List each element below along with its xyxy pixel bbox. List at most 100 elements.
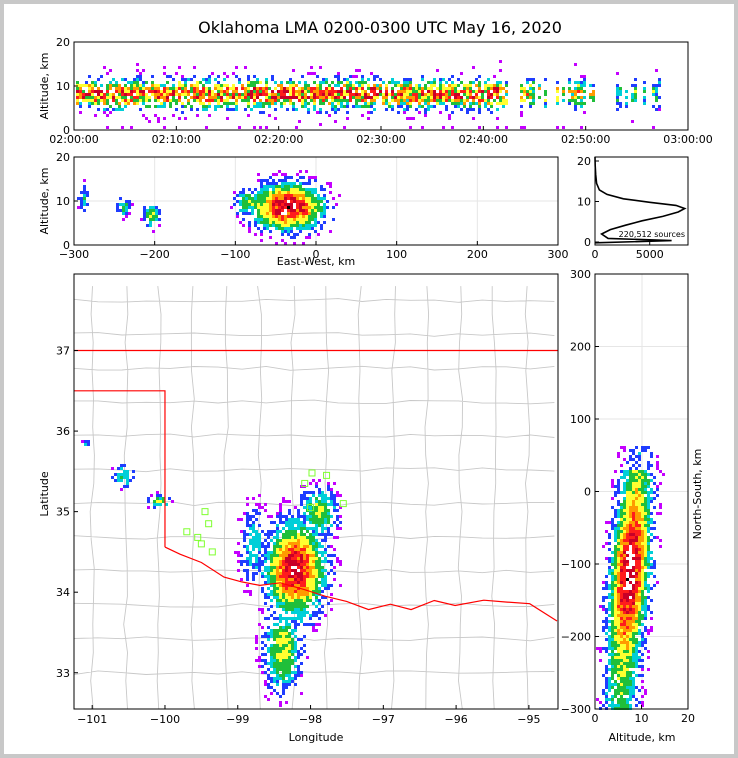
ns-height-panel: 0 10 20 −300 −200 −100 0 100 200 300 Altitude, km… bbox=[561, 268, 704, 744]
plan-view-density bbox=[81, 440, 342, 707]
ns-height-xlabel: Altitude, km bbox=[608, 731, 675, 744]
plan-view-density-level-4 bbox=[156, 500, 324, 662]
time-height-xtick-label: 02:10:00 bbox=[152, 133, 201, 146]
lma-station-8 bbox=[183, 528, 191, 536]
ns-height-density-level-9 bbox=[626, 578, 629, 581]
ns-height-ytick-label: −100 bbox=[561, 558, 591, 571]
red-river-border bbox=[164, 546, 558, 622]
time-height-density-level-1 bbox=[76, 81, 655, 105]
time-height-xtick-label: 03:00:00 bbox=[663, 133, 712, 146]
lma-station-4 bbox=[201, 508, 209, 516]
network-stations bbox=[183, 469, 347, 556]
altitude-histogram-panel: 0 5000 0 10 20 220,512 sources bbox=[577, 155, 689, 261]
state-border bbox=[74, 349, 558, 548]
time-height-ytick-label: 0 bbox=[63, 124, 70, 137]
plan-view-xtick-label: −101 bbox=[77, 713, 107, 726]
plan-view-density-level-5 bbox=[276, 539, 315, 599]
plan-view-xtick-label: −99 bbox=[226, 713, 249, 726]
histogram-ytick-label: 0 bbox=[584, 236, 591, 249]
time-height-density-level-4 bbox=[76, 84, 595, 105]
plan-view-plot-area bbox=[74, 274, 558, 709]
plan-view-xtick-label: −95 bbox=[517, 713, 540, 726]
plan-view-ytick-label: 35 bbox=[56, 506, 70, 519]
time-height-ytick-label: 20 bbox=[56, 36, 70, 49]
ns-height-ylabel: North-South, km bbox=[691, 449, 704, 540]
ns-height-ytick-label: 300 bbox=[570, 268, 591, 281]
plan-view-density-level-3 bbox=[120, 476, 330, 680]
time-height-density-level-6 bbox=[79, 75, 661, 114]
histogram-xtick-label: 5000 bbox=[636, 248, 664, 261]
plan-view-ytick-label: 34 bbox=[56, 586, 70, 599]
ew-height-density-level-2 bbox=[83, 182, 326, 233]
ew-height-density-level-6 bbox=[272, 194, 308, 221]
ns-height-density-level-5 bbox=[617, 488, 644, 650]
ew-height-xtick-label: 0 bbox=[313, 248, 320, 261]
histogram-line bbox=[594, 156, 687, 244]
time-height-panel: 02:00:00 02:10:00 02:20:00 02:30:00 02:40:00… bbox=[38, 36, 713, 146]
lma-station-2 bbox=[301, 479, 309, 487]
lma-station-6 bbox=[197, 540, 205, 548]
lma-station-3 bbox=[339, 500, 347, 508]
ns-height-density-level-2 bbox=[605, 452, 653, 710]
time-height-ytick-label: 10 bbox=[56, 80, 70, 93]
ew-height-xtick-label: −100 bbox=[220, 248, 250, 261]
figure-canvas: Oklahoma LMA 0200-0300 UTC May 16, 2020 … bbox=[38, 18, 713, 744]
time-height-xtick-label: 02:20:00 bbox=[254, 133, 303, 146]
ew-height-density-level-9 bbox=[287, 206, 290, 209]
ew-height-ytick-label: 20 bbox=[56, 151, 70, 164]
time-height-xtick-label: 02:50:00 bbox=[561, 133, 610, 146]
plan-view-xtick-label: −96 bbox=[444, 713, 467, 726]
lma-station-10 bbox=[307, 504, 315, 512]
ns-height-ytick-label: −200 bbox=[561, 631, 591, 644]
ew-height-ytick-label: 10 bbox=[56, 195, 70, 208]
ew-height-density bbox=[77, 170, 341, 245]
lma-station-1 bbox=[323, 471, 331, 479]
source-count-label: 220,512 sources bbox=[619, 230, 685, 239]
ew-height-xtick-label: −200 bbox=[140, 248, 170, 261]
lma-station-9 bbox=[208, 548, 216, 556]
histogram-ytick-label: 10 bbox=[577, 196, 591, 209]
ns-height-density bbox=[596, 446, 665, 710]
ew-height-xtick-label: 300 bbox=[548, 248, 569, 261]
ew-height-xtick-label: 100 bbox=[386, 248, 407, 261]
ns-height-density-level-4 bbox=[614, 470, 647, 695]
ns-height-density-level-1 bbox=[599, 446, 659, 710]
ew-height-density-level-4 bbox=[149, 188, 317, 227]
ns-height-ytick-label: 0 bbox=[584, 486, 591, 499]
plan-view-ytick-label: 37 bbox=[56, 345, 70, 358]
lma-station-5 bbox=[205, 520, 213, 528]
ew-height-density-level-1 bbox=[77, 170, 341, 245]
ns-height-ytick-label: −300 bbox=[561, 703, 591, 716]
lma-station-0 bbox=[308, 469, 316, 477]
plan-view-ytick-label: 33 bbox=[56, 667, 70, 680]
time-height-xtick-label: 02:00:00 bbox=[49, 133, 98, 146]
ns-height-density-level-8 bbox=[623, 545, 635, 599]
figure-frame: Oklahoma LMA 0200-0300 UTC May 16, 2020 … bbox=[4, 4, 734, 754]
plan-view-density-level-2 bbox=[84, 443, 336, 686]
figure-title: Oklahoma LMA 0200-0300 UTC May 16, 2020 bbox=[198, 18, 562, 37]
ew-height-ylabel: Altitude, km bbox=[38, 167, 51, 234]
ns-height-xtick-label: 10 bbox=[635, 712, 649, 725]
ns-height-xtick-label: 0 bbox=[592, 712, 599, 725]
plan-view-frame bbox=[73, 273, 559, 710]
plan-view-ytick-label: 36 bbox=[56, 425, 70, 438]
plan-view-panel: −101 −100 −99 −98 −97 −96 −95 33 34 35 36 37 Longit… bbox=[38, 273, 559, 744]
plan-view-ylabel: Latitude bbox=[38, 471, 51, 517]
ew-height-xtick-label: 200 bbox=[467, 248, 488, 261]
lma-station-7 bbox=[194, 533, 202, 541]
ew-height-panel: −300 −200 −100 0 100 200 300 0 10 20 East-West, k… bbox=[38, 151, 569, 268]
plan-view-xlabel: Longitude bbox=[289, 731, 344, 744]
ew-height-density-level-8 bbox=[281, 200, 296, 215]
ns-height-ytick-label: 200 bbox=[570, 341, 591, 354]
plan-view-xtick-label: −98 bbox=[299, 713, 322, 726]
ns-height-ytick-label: 100 bbox=[570, 413, 591, 426]
ew-height-xlabel: East-West, km bbox=[277, 255, 355, 268]
time-height-density-level-7 bbox=[79, 60, 661, 129]
time-height-xtick-label: 02:40:00 bbox=[459, 133, 508, 146]
ns-height-density-level-6 bbox=[617, 512, 641, 635]
plan-view-density-level-8 bbox=[291, 566, 300, 575]
time-height-density-level-8 bbox=[85, 90, 505, 96]
ns-height-xtick-label: 20 bbox=[681, 712, 695, 725]
time-height-xtick-label: 02:30:00 bbox=[356, 133, 405, 146]
time-height-density-level-0 bbox=[76, 81, 658, 108]
